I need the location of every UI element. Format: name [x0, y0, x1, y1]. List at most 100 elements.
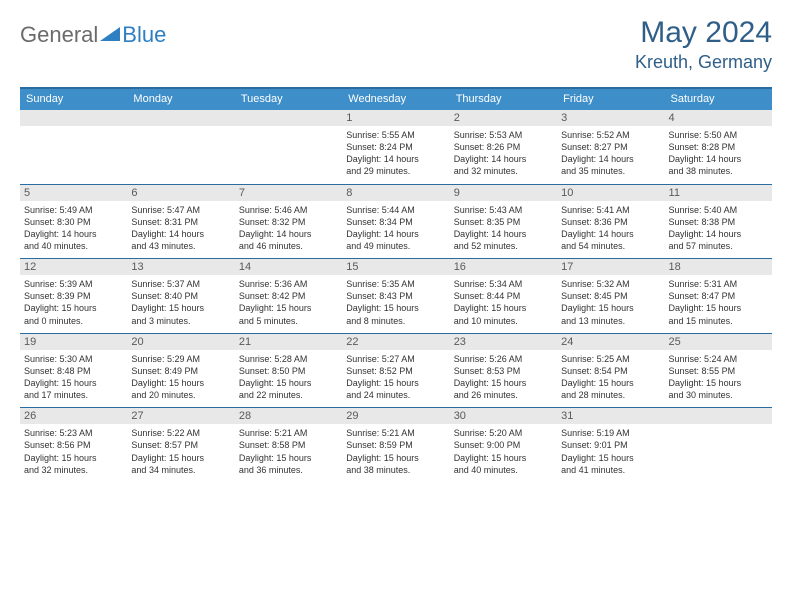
calendar: SundayMondayTuesdayWednesdayThursdayFrid…	[20, 87, 772, 482]
daylight-text-2: and 15 minutes.	[669, 315, 768, 327]
daylight-text-1: Daylight: 15 hours	[24, 302, 123, 314]
sunrise-text: Sunrise: 5:28 AM	[239, 353, 338, 365]
daylight-text-2: and 49 minutes.	[346, 240, 445, 252]
sunrise-text: Sunrise: 5:22 AM	[131, 427, 230, 439]
daylight-text-1: Daylight: 15 hours	[454, 302, 553, 314]
date-number: 10	[557, 185, 664, 201]
calendar-cell: 8Sunrise: 5:44 AMSunset: 8:34 PMDaylight…	[342, 185, 449, 259]
calendar-cell: 22Sunrise: 5:27 AMSunset: 8:52 PMDayligh…	[342, 334, 449, 408]
calendar-cell: 17Sunrise: 5:32 AMSunset: 8:45 PMDayligh…	[557, 259, 664, 333]
calendar-cell	[20, 110, 127, 184]
date-number: 22	[342, 334, 449, 350]
sunset-text: Sunset: 8:34 PM	[346, 216, 445, 228]
day-info: Sunrise: 5:35 AMSunset: 8:43 PMDaylight:…	[342, 275, 449, 333]
daylight-text-1: Daylight: 14 hours	[131, 228, 230, 240]
daylight-text-2: and 38 minutes.	[346, 464, 445, 476]
sunset-text: Sunset: 8:59 PM	[346, 439, 445, 451]
date-number: 2	[450, 110, 557, 126]
calendar-cell: 2Sunrise: 5:53 AMSunset: 8:26 PMDaylight…	[450, 110, 557, 184]
day-info: Sunrise: 5:21 AMSunset: 8:59 PMDaylight:…	[342, 424, 449, 482]
sunrise-text: Sunrise: 5:37 AM	[131, 278, 230, 290]
daylight-text-2: and 17 minutes.	[24, 389, 123, 401]
daylight-text-2: and 43 minutes.	[131, 240, 230, 252]
daylight-text-2: and 40 minutes.	[454, 464, 553, 476]
daylight-text-2: and 20 minutes.	[131, 389, 230, 401]
daylight-text-2: and 54 minutes.	[561, 240, 660, 252]
sunset-text: Sunset: 8:50 PM	[239, 365, 338, 377]
day-info: Sunrise: 5:31 AMSunset: 8:47 PMDaylight:…	[665, 275, 772, 333]
sunrise-text: Sunrise: 5:26 AM	[454, 353, 553, 365]
daylight-text-2: and 30 minutes.	[669, 389, 768, 401]
date-number: 4	[665, 110, 772, 126]
calendar-cell: 25Sunrise: 5:24 AMSunset: 8:55 PMDayligh…	[665, 334, 772, 408]
day-info: Sunrise: 5:46 AMSunset: 8:32 PMDaylight:…	[235, 201, 342, 259]
week-row: 26Sunrise: 5:23 AMSunset: 8:56 PMDayligh…	[20, 407, 772, 482]
day-info: Sunrise: 5:28 AMSunset: 8:50 PMDaylight:…	[235, 350, 342, 408]
date-number: 31	[557, 408, 664, 424]
location-label: Kreuth, Germany	[635, 52, 772, 73]
daylight-text-1: Daylight: 15 hours	[454, 377, 553, 389]
daylight-text-2: and 28 minutes.	[561, 389, 660, 401]
day-header: Monday	[127, 89, 234, 110]
daylight-text-1: Daylight: 15 hours	[239, 452, 338, 464]
day-info	[127, 126, 234, 180]
day-header: Tuesday	[235, 89, 342, 110]
sunrise-text: Sunrise: 5:43 AM	[454, 204, 553, 216]
date-number: 23	[450, 334, 557, 350]
day-header: Sunday	[20, 89, 127, 110]
sunset-text: Sunset: 8:54 PM	[561, 365, 660, 377]
day-info: Sunrise: 5:22 AMSunset: 8:57 PMDaylight:…	[127, 424, 234, 482]
daylight-text-1: Daylight: 15 hours	[346, 302, 445, 314]
sunrise-text: Sunrise: 5:55 AM	[346, 129, 445, 141]
calendar-cell	[665, 408, 772, 482]
sunrise-text: Sunrise: 5:49 AM	[24, 204, 123, 216]
calendar-cell: 27Sunrise: 5:22 AMSunset: 8:57 PMDayligh…	[127, 408, 234, 482]
triangle-icon	[100, 25, 120, 46]
date-number	[127, 110, 234, 126]
calendar-cell: 30Sunrise: 5:20 AMSunset: 9:00 PMDayligh…	[450, 408, 557, 482]
day-info: Sunrise: 5:36 AMSunset: 8:42 PMDaylight:…	[235, 275, 342, 333]
day-info: Sunrise: 5:47 AMSunset: 8:31 PMDaylight:…	[127, 201, 234, 259]
sunset-text: Sunset: 8:43 PM	[346, 290, 445, 302]
date-number: 9	[450, 185, 557, 201]
date-number: 25	[665, 334, 772, 350]
daylight-text-1: Daylight: 14 hours	[561, 153, 660, 165]
sunrise-text: Sunrise: 5:30 AM	[24, 353, 123, 365]
daylight-text-2: and 57 minutes.	[669, 240, 768, 252]
daylight-text-1: Daylight: 15 hours	[24, 452, 123, 464]
date-number: 28	[235, 408, 342, 424]
day-info: Sunrise: 5:24 AMSunset: 8:55 PMDaylight:…	[665, 350, 772, 408]
calendar-cell: 7Sunrise: 5:46 AMSunset: 8:32 PMDaylight…	[235, 185, 342, 259]
day-info: Sunrise: 5:19 AMSunset: 9:01 PMDaylight:…	[557, 424, 664, 482]
date-number	[20, 110, 127, 126]
daylight-text-1: Daylight: 15 hours	[454, 452, 553, 464]
day-info: Sunrise: 5:53 AMSunset: 8:26 PMDaylight:…	[450, 126, 557, 184]
daylight-text-2: and 10 minutes.	[454, 315, 553, 327]
day-header: Friday	[557, 89, 664, 110]
calendar-cell: 12Sunrise: 5:39 AMSunset: 8:39 PMDayligh…	[20, 259, 127, 333]
day-info: Sunrise: 5:25 AMSunset: 8:54 PMDaylight:…	[557, 350, 664, 408]
daylight-text-1: Daylight: 15 hours	[239, 302, 338, 314]
daylight-text-1: Daylight: 15 hours	[346, 377, 445, 389]
daylight-text-1: Daylight: 15 hours	[24, 377, 123, 389]
sunrise-text: Sunrise: 5:46 AM	[239, 204, 338, 216]
daylight-text-2: and 0 minutes.	[24, 315, 123, 327]
sunset-text: Sunset: 8:40 PM	[131, 290, 230, 302]
sunrise-text: Sunrise: 5:29 AM	[131, 353, 230, 365]
day-info: Sunrise: 5:37 AMSunset: 8:40 PMDaylight:…	[127, 275, 234, 333]
calendar-cell: 5Sunrise: 5:49 AMSunset: 8:30 PMDaylight…	[20, 185, 127, 259]
calendar-cell: 23Sunrise: 5:26 AMSunset: 8:53 PMDayligh…	[450, 334, 557, 408]
sunrise-text: Sunrise: 5:21 AM	[239, 427, 338, 439]
calendar-cell: 3Sunrise: 5:52 AMSunset: 8:27 PMDaylight…	[557, 110, 664, 184]
date-number: 21	[235, 334, 342, 350]
date-number: 29	[342, 408, 449, 424]
calendar-cell	[235, 110, 342, 184]
day-info: Sunrise: 5:34 AMSunset: 8:44 PMDaylight:…	[450, 275, 557, 333]
sunset-text: Sunset: 8:56 PM	[24, 439, 123, 451]
day-info: Sunrise: 5:49 AMSunset: 8:30 PMDaylight:…	[20, 201, 127, 259]
daylight-text-2: and 32 minutes.	[454, 165, 553, 177]
sunrise-text: Sunrise: 5:19 AM	[561, 427, 660, 439]
sunrise-text: Sunrise: 5:36 AM	[239, 278, 338, 290]
week-row: 12Sunrise: 5:39 AMSunset: 8:39 PMDayligh…	[20, 258, 772, 333]
date-number: 5	[20, 185, 127, 201]
